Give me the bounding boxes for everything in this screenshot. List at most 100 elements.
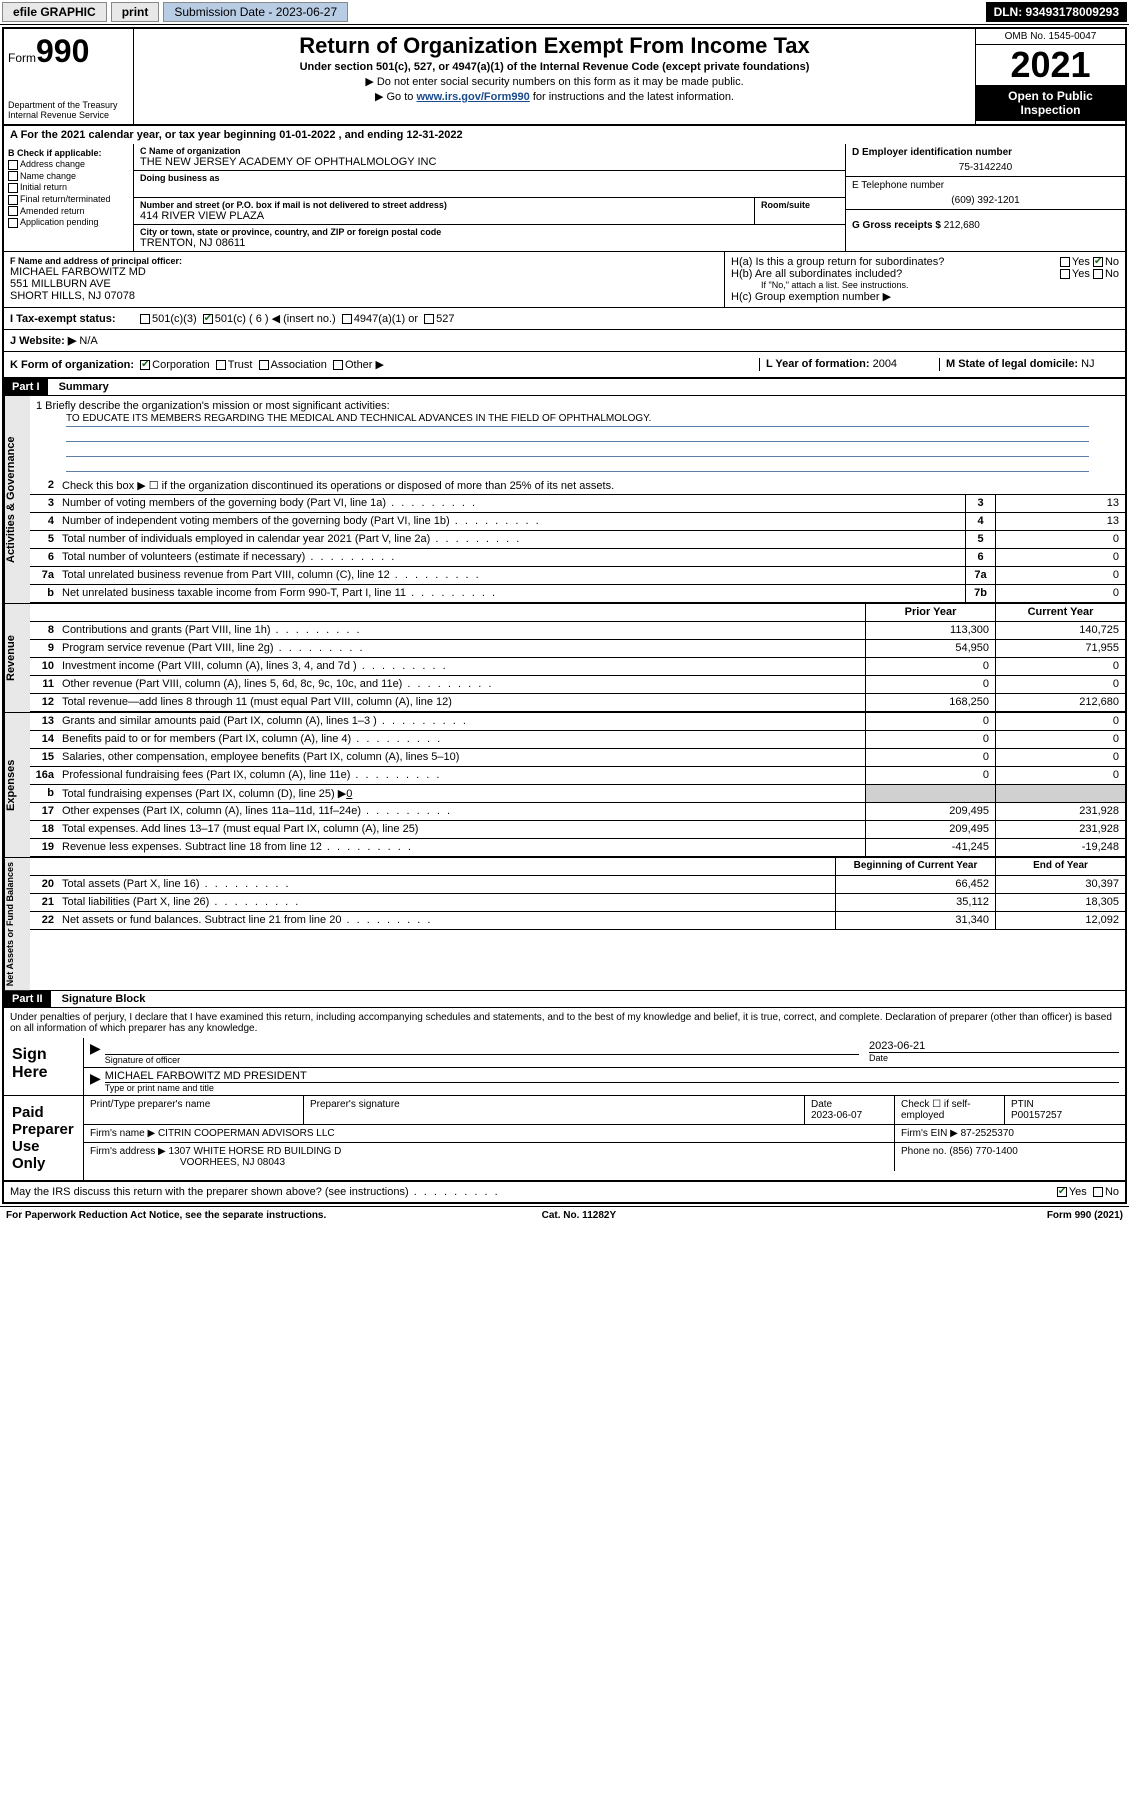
irs-label: Internal Revenue Service [8, 110, 129, 120]
k-corp: Corporation [152, 359, 209, 371]
omb-number: OMB No. 1545-0047 [976, 29, 1125, 45]
print-button[interactable]: print [111, 2, 160, 22]
mission-blank-3 [66, 458, 1089, 472]
part2-header: Part II [4, 991, 51, 1007]
line-2: Check this box ▶ ☐ if the organization d… [58, 477, 1125, 494]
p19: -41,245 [865, 839, 995, 856]
org-name: THE NEW JERSEY ACADEMY OF OPHTHALMOLOGY … [140, 156, 839, 168]
vtab-revenue: Revenue [4, 604, 30, 712]
self-employed-label: Check ☐ if self-employed [895, 1096, 1005, 1124]
m-val: NJ [1081, 358, 1094, 370]
mission-text: TO EDUCATE ITS MEMBERS REGARDING THE MED… [66, 413, 1089, 427]
firm-name-label: Firm's name ▶ [90, 1128, 155, 1139]
4947a1: 4947(a)(1) or [354, 313, 418, 325]
part1-title: Summary [51, 379, 117, 395]
chk-initial-return[interactable]: Initial return [8, 182, 129, 193]
chk-name-change[interactable]: Name change [8, 171, 129, 182]
yes: Yes [1072, 256, 1090, 268]
org-name-label: C Name of organization [140, 146, 839, 156]
form-subtitle-1: Under section 501(c), 527, or 4947(a)(1)… [142, 61, 967, 73]
line-13: Grants and similar amounts paid (Part IX… [58, 713, 865, 730]
527: 527 [436, 313, 454, 325]
line-18: Total expenses. Add lines 13–17 (must eq… [58, 821, 865, 838]
ha-label: H(a) Is this a group return for subordin… [731, 256, 944, 268]
c16a: 0 [995, 767, 1125, 784]
line-15: Salaries, other compensation, employee b… [58, 749, 865, 766]
dept-label: Department of the Treasury [8, 100, 129, 110]
officer-addr1: 551 MILLBURN AVE [10, 278, 718, 290]
p18: 209,495 [865, 821, 995, 838]
begin-hdr: Beginning of Current Year [835, 858, 995, 875]
k-label: K Form of organization: [10, 359, 134, 371]
chk-final-return[interactable]: Final return/terminated [8, 194, 129, 205]
val-7a: 0 [995, 567, 1125, 584]
submission-date: Submission Date - 2023-06-27 [163, 2, 348, 22]
form-id-block: Form990 Department of the Treasury Inter… [4, 29, 134, 124]
gross-label: G Gross receipts $ [852, 220, 941, 231]
p21: 35,112 [835, 894, 995, 911]
prep-date: 2023-06-07 [811, 1110, 888, 1121]
c17: 231,928 [995, 803, 1125, 820]
form-subtitle-2: ▶ Do not enter social security numbers o… [142, 75, 967, 88]
form-prefix: Form [8, 51, 36, 65]
prior-year-hdr: Prior Year [865, 604, 995, 621]
efile-button[interactable]: efile GRAPHIC [2, 2, 107, 22]
line-16a: Professional fundraising fees (Part IX, … [58, 767, 865, 784]
sig-officer-label: Signature of officer [105, 1054, 859, 1065]
line-17: Other expenses (Part IX, column (A), lin… [58, 803, 865, 820]
sig-date: 2023-06-21 [869, 1040, 1119, 1052]
sig-date-label: Date [869, 1052, 1119, 1063]
line-8: Contributions and grants (Part VIII, lin… [58, 622, 865, 639]
501c: 501(c) ( 6 ) ◀ (insert no.) [215, 312, 336, 325]
website-label: J Website: ▶ [10, 334, 76, 347]
firm-phone-label: Phone no. [901, 1146, 947, 1157]
val-7b: 0 [995, 585, 1125, 602]
p15: 0 [865, 749, 995, 766]
line-9: Program service revenue (Part VIII, line… [58, 640, 865, 657]
chk-address-change[interactable]: Address change [8, 159, 129, 170]
firm-addr-label: Firm's address ▶ [90, 1146, 166, 1157]
p22: 31,340 [835, 912, 995, 929]
line-4: Number of independent voting members of … [58, 513, 965, 530]
val-5: 0 [995, 531, 1125, 548]
c20: 30,397 [995, 876, 1125, 893]
street: 414 RIVER VIEW PLAZA [140, 210, 748, 222]
dba-label: Doing business as [140, 173, 839, 183]
p17: 209,495 [865, 803, 995, 820]
k-other: Other ▶ [345, 359, 384, 371]
firm-ein: 87-2525370 [961, 1128, 1014, 1139]
chk-application-pending[interactable]: Application pending [8, 217, 129, 228]
firm-addr1: 1307 WHITE HORSE RD BUILDING D [169, 1146, 342, 1157]
form-title: Return of Organization Exempt From Incom… [142, 33, 967, 59]
goto-post: for instructions and the latest informat… [533, 91, 734, 103]
hc-label: H(c) Group exemption number ▶ [731, 290, 1119, 303]
val-4: 13 [995, 513, 1125, 530]
firm-phone: (856) 770-1400 [949, 1146, 1017, 1157]
tel-label: E Telephone number [852, 180, 1119, 191]
tax-year: 2021 [976, 45, 1125, 85]
c10: 0 [995, 658, 1125, 675]
p12: 168,250 [865, 694, 995, 711]
suite-label: Room/suite [761, 200, 839, 210]
c21: 18,305 [995, 894, 1125, 911]
officer-printed-name: MICHAEL FARBOWITZ MD PRESIDENT [105, 1070, 1119, 1082]
gross-receipts: 212,680 [944, 220, 980, 231]
line-6: Total number of volunteers (estimate if … [58, 549, 965, 566]
arrow-icon: ▶ [90, 1040, 101, 1065]
m-label: M State of legal domicile: [946, 358, 1078, 370]
city: TRENTON, NJ 08611 [140, 237, 839, 249]
p20: 66,452 [835, 876, 995, 893]
ein-label: D Employer identification number [852, 147, 1119, 158]
firm-addr2: VOORHEES, NJ 08043 [90, 1157, 888, 1168]
footer-right: Form 990 (2021) [1047, 1210, 1123, 1221]
irs-link[interactable]: www.irs.gov/Form990 [416, 91, 529, 103]
p14: 0 [865, 731, 995, 748]
printed-name-label: Type or print name and title [105, 1082, 1119, 1093]
prep-date-label: Date [811, 1099, 888, 1110]
mission-label: 1 Briefly describe the organization's mi… [36, 400, 1119, 412]
l-label: L Year of formation: [766, 358, 870, 370]
chk-amended[interactable]: Amended return [8, 206, 129, 217]
form-number: 990 [36, 33, 89, 69]
mission-blank-1 [66, 428, 1089, 442]
501c3: 501(c)(3) [152, 313, 197, 325]
